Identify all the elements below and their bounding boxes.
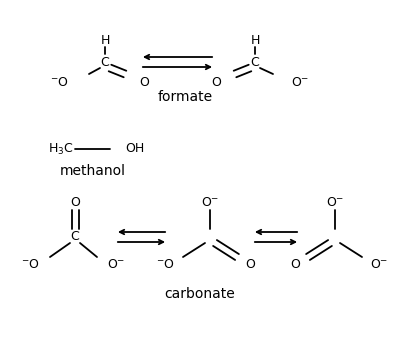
Text: O$^{-}$: O$^{-}$ — [326, 195, 344, 209]
Text: H$_3$C: H$_3$C — [48, 142, 74, 156]
Text: O$^{-}$: O$^{-}$ — [370, 258, 388, 272]
Text: OH: OH — [125, 143, 144, 156]
Text: O: O — [290, 258, 300, 272]
Text: H: H — [100, 34, 110, 46]
Text: O: O — [70, 195, 80, 209]
Text: O$^{-}$: O$^{-}$ — [201, 195, 219, 209]
Text: $^{-}$O: $^{-}$O — [50, 76, 69, 88]
Text: carbonate: carbonate — [165, 287, 235, 301]
Text: O: O — [211, 76, 221, 88]
Text: C: C — [251, 55, 259, 68]
Text: $^{-}$O: $^{-}$O — [156, 258, 175, 272]
Text: methanol: methanol — [60, 164, 126, 178]
Text: O$^{-}$: O$^{-}$ — [291, 76, 309, 88]
Text: O: O — [139, 76, 149, 88]
Text: C: C — [101, 55, 109, 68]
Text: O: O — [245, 258, 255, 272]
Text: O$^{-}$: O$^{-}$ — [107, 258, 125, 272]
Text: formate: formate — [158, 90, 212, 104]
Text: H: H — [250, 34, 260, 46]
Text: C: C — [71, 231, 79, 244]
Text: $^{-}$O: $^{-}$O — [21, 258, 40, 272]
